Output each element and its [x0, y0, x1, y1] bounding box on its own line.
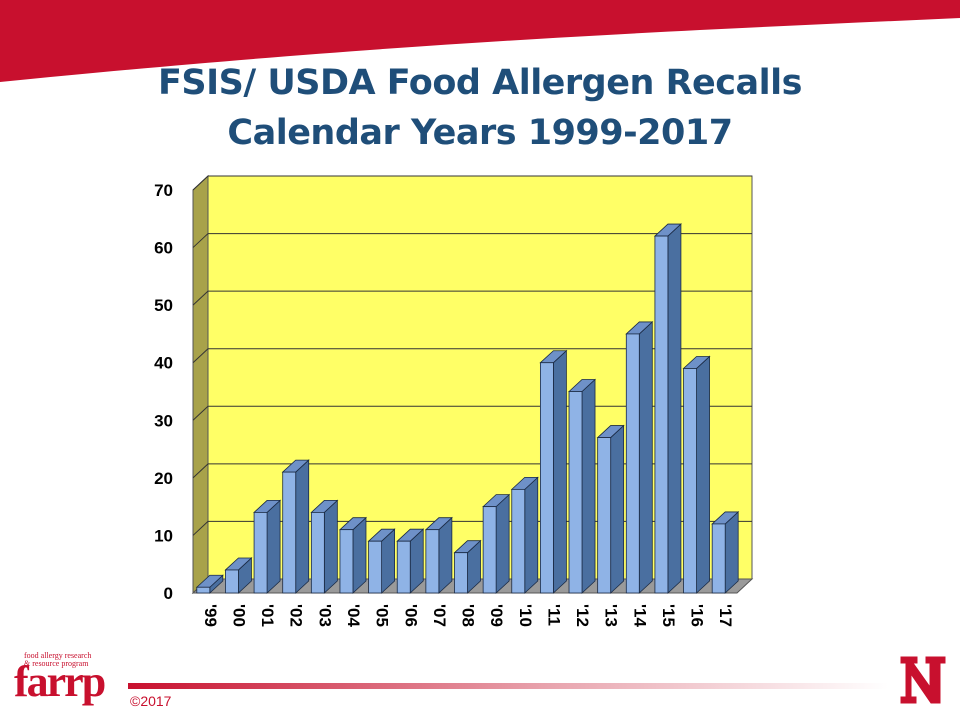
- bar-front: [253, 512, 268, 594]
- farrp-logo: food allergy research & resource program…: [14, 652, 114, 708]
- bar-front: [396, 540, 411, 594]
- bar-front: [425, 529, 440, 594]
- gridline: [192, 290, 752, 306]
- title-line-2: Calendar Years 1999-2017: [227, 113, 733, 153]
- x-tick-label: '09: [487, 604, 506, 627]
- x-tick-label: '13: [602, 604, 621, 627]
- bar-side: [495, 493, 510, 594]
- x-tick-label: '06: [401, 604, 420, 627]
- bar-front: [196, 586, 211, 594]
- bar-side: [323, 499, 338, 594]
- bar: [653, 223, 682, 594]
- bar: [253, 499, 282, 594]
- footer-divider: [128, 683, 888, 689]
- slide-title: FSIS/ USDA Food Allergen Recalls Calenda…: [0, 58, 960, 158]
- x-tick-label: '17: [716, 604, 735, 627]
- bar: [396, 528, 425, 594]
- bar: [224, 557, 253, 594]
- bar-front: [511, 488, 526, 594]
- x-tick-label: '10: [516, 604, 535, 627]
- bar: [424, 516, 453, 594]
- bar-front: [539, 362, 554, 594]
- logo-tagline: food allergy research & resource program: [24, 651, 92, 668]
- bar-side: [610, 424, 625, 594]
- x-tick-label: '05: [373, 604, 392, 627]
- bar: [568, 378, 597, 594]
- bar-side: [352, 516, 367, 594]
- bar: [281, 459, 310, 594]
- bar-side: [667, 223, 682, 594]
- bar-side: [552, 349, 567, 594]
- x-tick-label: '04: [344, 604, 363, 627]
- y-tick-label: 30: [154, 411, 173, 430]
- bar: [195, 574, 224, 594]
- gridline: [192, 348, 752, 364]
- y-tick-label: 10: [154, 526, 173, 545]
- x-tick-label: '15: [659, 604, 678, 627]
- bar: [367, 528, 396, 594]
- x-tick-label: '01: [258, 604, 277, 627]
- bar-side: [638, 321, 653, 594]
- bar-side: [696, 355, 710, 594]
- bar: [711, 511, 740, 594]
- x-tick-label: '12: [573, 604, 592, 627]
- bar-front: [339, 529, 354, 594]
- bar: [682, 355, 711, 594]
- bar: [482, 493, 511, 594]
- bar-side: [524, 476, 539, 594]
- x-tick-label: '08: [459, 604, 478, 627]
- bar-side: [295, 459, 310, 594]
- y-tick-label: 60: [154, 239, 173, 258]
- bar-front: [368, 540, 383, 594]
- x-tick-label: '11: [544, 604, 563, 626]
- bar-front: [282, 471, 297, 594]
- y-tick-label: 40: [154, 354, 173, 373]
- bar-front: [568, 391, 583, 594]
- gridline: [192, 175, 752, 191]
- x-tick-label: '00: [229, 604, 248, 627]
- header-banner: [0, 0, 960, 82]
- copyright-text: ©2017: [130, 693, 172, 709]
- bar-front: [711, 523, 726, 594]
- bar-side: [438, 516, 453, 594]
- bar: [625, 321, 654, 594]
- x-tick-label: '07: [430, 604, 449, 627]
- bar: [539, 349, 568, 594]
- bar-front: [654, 235, 669, 594]
- bar-side: [266, 499, 281, 594]
- y-tick-label: 50: [154, 296, 173, 315]
- x-tick-label: '99: [201, 604, 220, 627]
- y-tick-label: 70: [154, 181, 173, 200]
- bar-side: [724, 511, 739, 594]
- logo-wordmark: farrp: [14, 657, 106, 706]
- x-tick-label: '02: [287, 604, 306, 627]
- nebraska-n-icon: [900, 656, 946, 704]
- bar-side: [581, 378, 596, 594]
- bar-front: [454, 552, 468, 594]
- bar-front: [625, 333, 640, 594]
- bar: [510, 476, 539, 594]
- bar-front: [597, 437, 612, 594]
- x-tick-label: '16: [688, 604, 707, 627]
- bar-front: [683, 368, 697, 594]
- bar-front: [482, 506, 497, 594]
- y-tick-label: 0: [164, 584, 173, 603]
- bar-front: [225, 569, 239, 594]
- bar: [596, 424, 625, 594]
- bar: [453, 539, 482, 594]
- x-tick-label: '14: [630, 604, 649, 627]
- bar-front: [310, 512, 325, 594]
- title-line-1: FSIS/ USDA Food Allergen Recalls: [158, 63, 802, 103]
- bar: [338, 516, 367, 594]
- y-tick-label: 20: [154, 469, 173, 488]
- x-tick-label: '03: [315, 604, 334, 627]
- bar: [310, 499, 339, 594]
- plot-left-wall: [192, 174, 209, 595]
- gridline: [192, 233, 752, 248]
- banner-shape: [0, 0, 960, 82]
